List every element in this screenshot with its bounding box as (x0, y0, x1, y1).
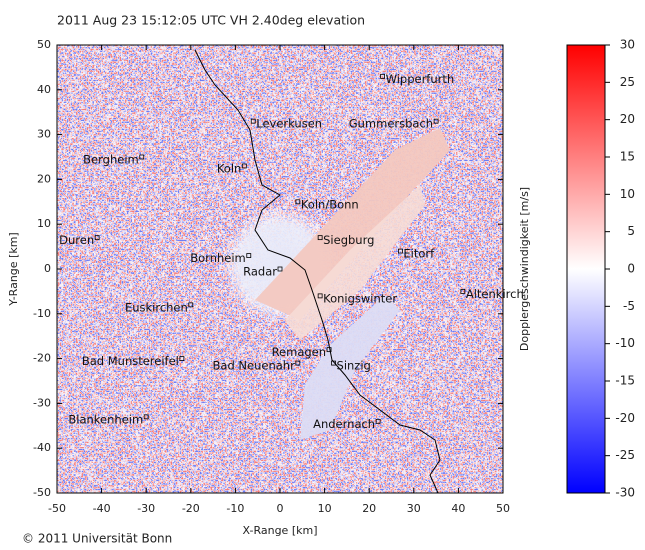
place-label: Gummersbach (349, 117, 433, 131)
x-axis-label: X-Range [km] (243, 524, 318, 537)
place-label: Leverkusen (256, 117, 322, 131)
credit: © 2011 Universität Bonn (22, 532, 172, 546)
place-label: Radar (243, 265, 277, 279)
x-tick-label: -10 (226, 502, 244, 515)
place-label: Blankenheim (68, 412, 143, 426)
echo-red (255, 128, 450, 320)
colorbar-tick-label: -5 (623, 299, 635, 313)
colorbar-label: Dopplergeschwindigkeit [m/s] (518, 187, 531, 351)
place-marker (460, 288, 466, 294)
chart-title: 2011 Aug 23 15:12:05 UTC VH 2.40deg elev… (57, 13, 365, 28)
place-label: Eitorf (403, 247, 435, 261)
y-tick-label: -30 (33, 396, 51, 409)
y-tick-label: -40 (33, 441, 51, 454)
place-label: Duren (59, 233, 94, 247)
place-marker (433, 118, 439, 124)
place-label: Bergheim (83, 153, 139, 167)
radar-image (57, 45, 503, 493)
place-marker (277, 266, 283, 272)
colorbar-tick-label: 25 (620, 75, 635, 89)
colorbar-tick-label: 10 (620, 187, 635, 201)
y-axis-label: Y-Range [km] (7, 232, 20, 306)
colorbar-tick-label: -30 (615, 486, 635, 500)
place-label: Bad Neuenahr (213, 359, 296, 373)
place-marker (375, 418, 381, 424)
place-label: Konigswinter (323, 291, 397, 305)
place-label: Bornheim (190, 251, 246, 265)
x-tick-label: -30 (137, 502, 155, 515)
place-marker (241, 163, 247, 169)
colorbar-tick-label: -20 (615, 411, 635, 425)
place-marker (188, 302, 194, 308)
echo-blue (300, 295, 400, 440)
river (194, 49, 441, 493)
colorbar-tick-label: -25 (615, 448, 635, 462)
place-label: Wipperfurth (386, 72, 455, 86)
y-tick-label: 30 (37, 128, 51, 141)
x-tick-label: -50 (48, 502, 66, 515)
place-marker (326, 347, 332, 353)
place-label: Altenkirch (466, 287, 524, 301)
place-label: Koln (217, 161, 242, 175)
place-label: Siegburg (323, 233, 374, 247)
x-tick-label: 20 (362, 502, 376, 515)
place-marker (143, 414, 149, 420)
colorbar-tick-label: 5 (627, 224, 635, 238)
place-marker (250, 118, 256, 124)
colorbar-tick-label: 20 (620, 112, 635, 126)
x-tick-label: 50 (496, 502, 510, 515)
y-tick-label: 50 (37, 38, 51, 51)
colorbar-tick-label: 15 (620, 150, 635, 164)
place-marker (380, 73, 385, 79)
colorbar-tick-label: 0 (627, 262, 635, 276)
place-label: Euskirchen (125, 300, 188, 314)
place-label: Bad Munstereifel (82, 354, 179, 368)
place-marker (331, 360, 336, 366)
place-marker (317, 235, 323, 241)
place-label: Sinzig (337, 359, 371, 373)
place-marker (295, 199, 301, 205)
x-tick-label: -20 (182, 502, 200, 515)
place-marker (94, 235, 100, 241)
place-marker (179, 356, 185, 362)
y-tick-label: 10 (37, 217, 51, 230)
colorbar-tick-label: -15 (615, 374, 635, 388)
y-tick-label: -10 (33, 307, 51, 320)
y-tick-label: -20 (33, 352, 51, 365)
y-tick-label: -50 (33, 486, 51, 499)
x-tick-label: 10 (318, 502, 332, 515)
colorbar-tick-label: -10 (615, 336, 635, 350)
place-label: Koln/Bonn (301, 197, 359, 211)
place-marker (246, 253, 252, 258)
y-tick-label: 20 (37, 172, 51, 185)
colorbar-tick-label: 30 (620, 38, 635, 52)
x-tick-label: 30 (407, 502, 421, 515)
place-marker (317, 293, 323, 299)
echo-pink (285, 185, 425, 340)
place-marker (295, 360, 301, 366)
x-tick-label: -40 (93, 502, 111, 515)
colorbar (566, 44, 606, 494)
place-marker (398, 248, 403, 254)
place-label: Andernach (313, 417, 375, 431)
y-tick-label: 40 (37, 83, 51, 96)
place-marker (139, 154, 145, 160)
x-tick-label: 40 (451, 502, 465, 515)
x-tick-label: 0 (277, 502, 284, 515)
place-label: Remagen (272, 345, 326, 359)
y-tick-label: 0 (44, 262, 51, 275)
